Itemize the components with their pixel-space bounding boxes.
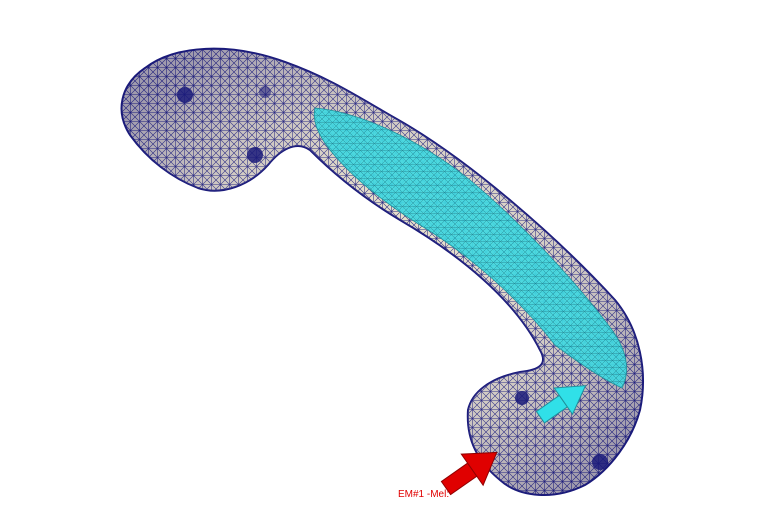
mounting-hole-bottom-right [592, 454, 608, 470]
mounting-hole-top-right [247, 147, 263, 163]
mounting-hole-top-left [177, 87, 193, 103]
handle-mesh-shading [121, 48, 643, 496]
arrow-direction-icon[interactable] [531, 373, 594, 431]
arrow-force-icon[interactable] [435, 437, 508, 504]
mounting-hole-top-center [259, 86, 271, 98]
contact-surface-highlight [313, 107, 627, 389]
mounting-hole-bottom-left [515, 391, 529, 405]
load-callout-label: EM#1 -Mel: [398, 489, 450, 500]
handle-model [120, 47, 644, 496]
